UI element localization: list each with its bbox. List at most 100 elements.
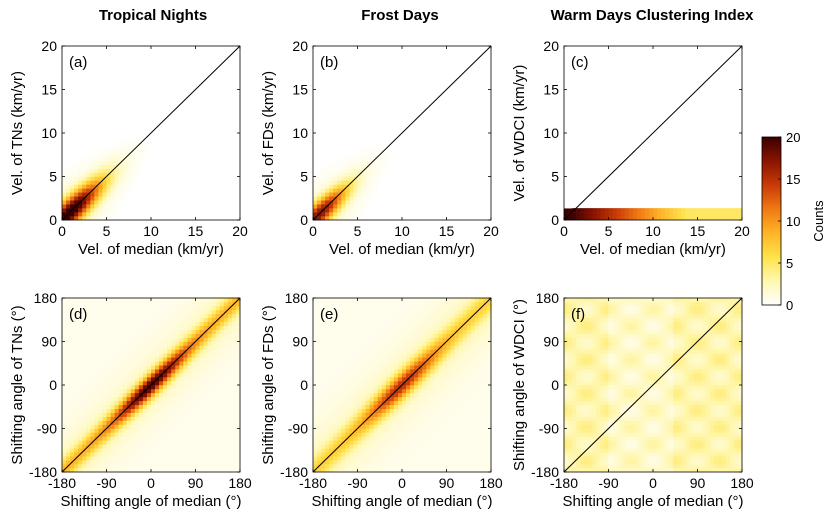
heatmap-cell — [402, 337, 407, 342]
heatmap-cell — [159, 321, 164, 326]
heatmap-cell — [179, 341, 184, 346]
heatmap-cell — [142, 440, 148, 445]
heatmap-cell — [580, 404, 585, 410]
heatmap-cell — [580, 400, 585, 406]
heatmap-cell — [414, 377, 419, 382]
heatmap-cell — [422, 349, 427, 354]
heatmap-cell — [321, 176, 326, 181]
heatmap-cell — [478, 373, 484, 378]
heatmap-cell — [134, 298, 140, 303]
heatmap-cell — [369, 341, 374, 346]
heatmap-cell — [418, 452, 423, 457]
heatmap-cell — [361, 325, 366, 330]
heatmap-cell — [102, 353, 107, 358]
heatmap-cell — [389, 361, 395, 366]
heatmap-cell — [313, 184, 318, 189]
heatmap-cell — [134, 448, 140, 453]
heatmap-cell — [74, 357, 79, 362]
heatmap-cell — [138, 361, 144, 366]
heatmap-cell — [454, 444, 459, 449]
heatmap-cell — [74, 412, 79, 417]
heatmap-cell — [369, 361, 374, 366]
heatmap-cell — [365, 456, 370, 461]
heatmap-cell — [235, 333, 241, 338]
heatmap-cell — [142, 448, 148, 453]
heatmap-cell — [568, 444, 573, 449]
heatmap-cell — [82, 168, 87, 173]
heatmap-cell — [369, 164, 374, 169]
heatmap-cell — [62, 365, 67, 370]
heatmap-cell — [86, 388, 91, 394]
heatmap-cell — [78, 325, 83, 330]
heatmap-cell — [163, 456, 168, 461]
heatmap-cell — [644, 208, 650, 213]
heatmap-cell — [450, 392, 455, 398]
heatmap-cell — [402, 357, 407, 362]
heatmap-cell — [373, 357, 379, 362]
heatmap-cell — [568, 392, 573, 398]
heatmap-cell — [118, 452, 123, 457]
heatmap-cell — [410, 377, 415, 382]
heatmap-cell — [369, 436, 374, 441]
heatmap-cell — [462, 424, 468, 429]
heatmap-cell — [203, 369, 208, 374]
heatmap-cell — [163, 385, 168, 390]
heatmap-cell — [211, 333, 217, 338]
heatmap-cell — [345, 176, 350, 181]
heatmap-cell — [341, 377, 346, 382]
heatmap-cell — [183, 325, 188, 330]
heatmap-cell — [70, 329, 75, 334]
heatmap-cell — [187, 329, 192, 334]
heatmap-cell — [333, 200, 338, 205]
heatmap-cell — [466, 392, 472, 398]
heatmap-cell — [466, 349, 472, 354]
heatmap-cell — [78, 373, 83, 378]
heatmap-cell — [231, 456, 237, 461]
heatmap-cell — [470, 333, 476, 338]
heatmap-cell — [227, 349, 233, 354]
heatmap-cell — [353, 216, 358, 221]
heatmap-cell — [454, 321, 459, 326]
heatmap-cell — [572, 381, 577, 386]
heatmap-cell — [357, 444, 362, 449]
heatmap-cell — [235, 325, 241, 330]
heatmap-cell — [450, 325, 455, 330]
heatmap-cell — [106, 341, 111, 346]
heatmap-cell — [572, 329, 577, 334]
heatmap-cell — [572, 369, 577, 374]
heatmap-cell — [357, 388, 362, 394]
heatmap-cell — [78, 160, 83, 165]
y-tick-label: 0 — [551, 212, 559, 228]
heatmap-cell — [333, 440, 338, 445]
heatmap-cell — [66, 373, 71, 378]
heatmap-cell — [576, 412, 581, 417]
heatmap-cell — [377, 436, 383, 441]
heatmap-cell — [685, 208, 690, 213]
heatmap-cell — [458, 416, 463, 421]
heatmap-cell — [369, 188, 374, 193]
heatmap-cell — [321, 400, 326, 406]
heatmap-cell — [470, 452, 476, 457]
heatmap-cell — [195, 404, 200, 410]
heatmap-cell — [402, 456, 407, 461]
x-tick-label: 20 — [734, 223, 750, 239]
y-tick-label: 10 — [292, 125, 308, 141]
heatmap-cell — [167, 468, 172, 473]
heatmap-cell — [430, 400, 435, 406]
heatmap-cell — [349, 212, 354, 217]
heatmap-cell — [333, 420, 338, 425]
heatmap-cell — [167, 349, 172, 354]
heatmap-cell — [175, 408, 180, 413]
heatmap-cell — [62, 204, 67, 209]
heatmap-cell — [235, 424, 241, 429]
heatmap-cell — [70, 180, 75, 185]
heatmap-cell — [203, 333, 208, 338]
heatmap-cell — [397, 460, 403, 465]
heatmap-cell — [179, 301, 184, 307]
heatmap-cell — [74, 452, 79, 457]
heatmap-cell — [414, 385, 419, 390]
heatmap-cell — [187, 341, 192, 346]
heatmap-cell — [361, 204, 366, 209]
heatmap-cell — [442, 436, 447, 441]
heatmap-cell — [219, 317, 225, 323]
